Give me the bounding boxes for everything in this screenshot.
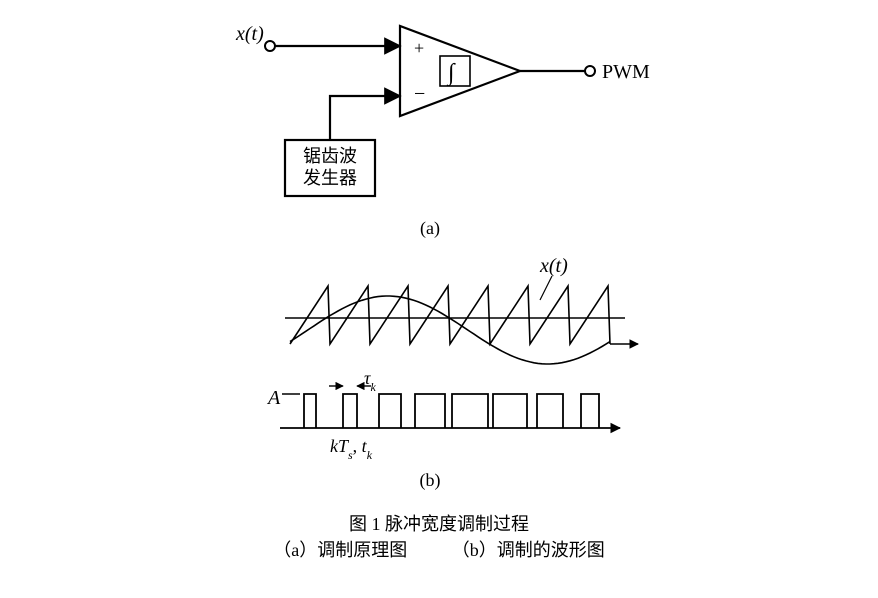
output-label: PWM — [602, 61, 650, 83]
pwm-pulse — [452, 394, 488, 428]
pwm-pulse — [304, 394, 316, 428]
caption-line1: 图 1 脉冲宽度调制过程 — [349, 514, 529, 534]
pwm-pulse-train — [304, 394, 599, 428]
pwm-pulse — [379, 394, 401, 428]
generator-label-line2: 发生器 — [303, 168, 357, 188]
amplitude-label: A — [266, 387, 281, 409]
minus-label: − — [414, 83, 425, 105]
generator-label-line1: 锯齿波 — [303, 146, 357, 166]
pwm-pulse — [537, 394, 563, 428]
output-terminal — [585, 66, 595, 76]
waveform-part-b: x(t) A τk kTs, tk (b) — [266, 255, 638, 491]
sublabel-b: (b) — [420, 470, 441, 491]
pwm-pulse — [581, 394, 599, 428]
xt-label: x(t) — [539, 255, 568, 277]
xt-leader-line — [540, 276, 552, 300]
input-terminal — [265, 41, 275, 51]
sawtooth-wave — [290, 286, 610, 344]
svg-text:τk: τk — [364, 368, 376, 394]
wire-generator-minus — [330, 96, 400, 140]
caption-line2: （a）调制原理图 （b）调制的波形图 — [273, 540, 605, 560]
sublabel-a: (a) — [420, 218, 440, 239]
pwm-pulse — [343, 394, 357, 428]
schematic-part-a: + − ∫ x(t) 锯齿波 发生器 PWM (a) — [235, 23, 650, 239]
svg-text:∫: ∫ — [446, 60, 456, 87]
pwm-pulse — [493, 394, 527, 428]
plus-label: + — [414, 38, 424, 58]
pulse-axis-labels: kTs, tk — [330, 436, 373, 462]
figure-caption: 图 1 脉冲宽度调制过程 （a）调制原理图 （b）调制的波形图 — [273, 514, 605, 560]
tau-width-marker: τk — [329, 368, 376, 394]
input-label: x(t) — [235, 23, 264, 45]
pwm-pulse — [415, 394, 445, 428]
